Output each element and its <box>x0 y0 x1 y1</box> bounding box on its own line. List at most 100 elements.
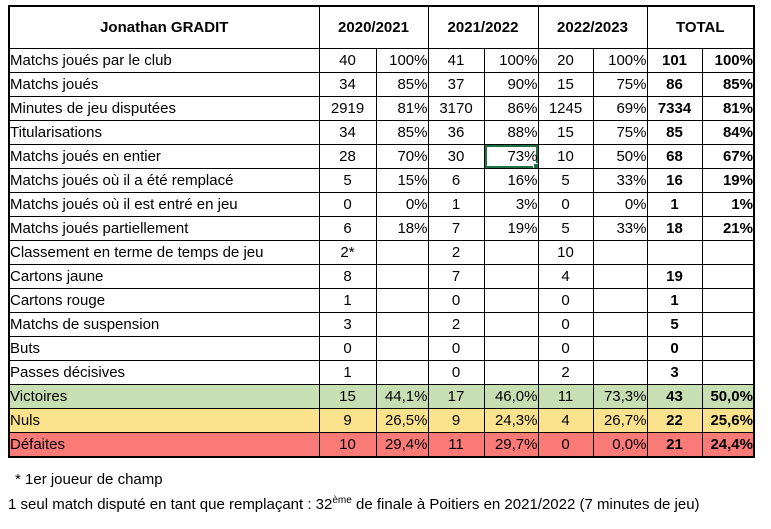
row-label[interactable]: Matchs joués par le club <box>8 48 320 73</box>
stat-cell[interactable]: 81% <box>375 96 429 121</box>
stat-cell[interactable]: 46,0% <box>483 384 539 409</box>
player-name-header[interactable]: Jonathan GRADIT <box>8 5 320 49</box>
total-header[interactable]: TOTAL <box>646 5 755 49</box>
row-label[interactable]: Titularisations <box>8 120 320 145</box>
stat-cell[interactable]: 88% <box>483 120 539 145</box>
stat-cell[interactable]: 19% <box>483 216 539 241</box>
stat-cell[interactable]: 0 <box>537 312 594 337</box>
stat-cell[interactable]: 5 <box>537 168 594 193</box>
row-label[interactable]: Matchs de suspension <box>8 312 320 337</box>
stat-cell[interactable]: 0 <box>427 288 485 313</box>
stat-cell[interactable]: 37 <box>427 72 485 97</box>
stat-cell[interactable]: 29,7% <box>483 432 539 458</box>
blacked-cell[interactable] <box>592 312 648 337</box>
stat-cell[interactable]: 33% <box>592 216 648 241</box>
row-label[interactable]: Nuls <box>8 408 320 433</box>
stat-cell[interactable]: 1245 <box>537 96 594 121</box>
blacked-cell[interactable] <box>646 240 703 265</box>
stat-cell[interactable]: 3% <box>483 192 539 217</box>
blacked-cell[interactable] <box>375 360 429 385</box>
blacked-cell[interactable] <box>483 360 539 385</box>
blacked-cell[interactable] <box>483 240 539 265</box>
season-header-2022-2023[interactable]: 2022/2023 <box>537 5 648 49</box>
stat-cell[interactable]: 1 <box>646 192 703 217</box>
blacked-cell[interactable] <box>375 288 429 313</box>
stat-cell[interactable]: 1% <box>701 192 755 217</box>
row-label[interactable]: Cartons rouge <box>8 288 320 313</box>
stat-cell[interactable]: 11 <box>537 384 594 409</box>
stat-cell[interactable]: 15 <box>537 120 594 145</box>
stat-cell[interactable]: 7334 <box>646 96 703 121</box>
stat-cell[interactable]: 34 <box>318 72 377 97</box>
stat-cell[interactable]: 41 <box>427 48 485 73</box>
stat-cell[interactable]: 2919 <box>318 96 377 121</box>
stat-cell[interactable]: 26,5% <box>375 408 429 433</box>
stat-cell[interactable]: 40 <box>318 48 377 73</box>
row-label[interactable]: Matchs joués en entier <box>8 144 320 169</box>
stat-cell[interactable]: 84% <box>701 120 755 145</box>
stat-cell[interactable]: 4 <box>537 408 594 433</box>
stat-cell[interactable]: 43 <box>646 384 703 409</box>
blacked-cell[interactable] <box>483 336 539 361</box>
stat-cell[interactable]: 22 <box>646 408 703 433</box>
stat-cell[interactable]: 85% <box>375 120 429 145</box>
blacked-cell[interactable] <box>592 240 648 265</box>
stat-cell[interactable]: 5 <box>318 168 377 193</box>
stat-cell[interactable]: 0,0% <box>592 432 648 458</box>
stat-cell[interactable]: 75% <box>592 72 648 97</box>
stat-cell[interactable]: 19 <box>646 264 703 289</box>
stat-cell[interactable]: 44,1% <box>375 384 429 409</box>
blacked-cell[interactable] <box>483 312 539 337</box>
stat-cell[interactable]: 19% <box>701 168 755 193</box>
stat-cell[interactable]: 1 <box>427 192 485 217</box>
stat-cell[interactable]: 7 <box>427 216 485 241</box>
stat-cell[interactable]: 50% <box>592 144 648 169</box>
stat-cell[interactable]: 9 <box>318 408 377 433</box>
stat-cell[interactable]: 7 <box>427 264 485 289</box>
stat-cell[interactable]: 30 <box>427 144 485 169</box>
stat-cell[interactable]: 0% <box>592 192 648 217</box>
stat-cell[interactable]: 16 <box>646 168 703 193</box>
stat-cell[interactable]: 1 <box>318 360 377 385</box>
blacked-cell[interactable] <box>483 264 539 289</box>
stat-cell[interactable]: 100% <box>592 48 648 73</box>
stat-cell[interactable]: 3170 <box>427 96 485 121</box>
stat-cell[interactable]: 85% <box>701 72 755 97</box>
stat-cell[interactable]: 6 <box>427 168 485 193</box>
blacked-cell[interactable] <box>592 288 648 313</box>
stat-cell[interactable]: 100% <box>701 48 755 73</box>
stat-cell[interactable]: 50,0% <box>701 384 755 409</box>
stat-cell[interactable]: 0% <box>375 192 429 217</box>
blacked-cell[interactable] <box>701 288 755 313</box>
stat-cell[interactable]: 85 <box>646 120 703 145</box>
stat-cell[interactable]: 100% <box>483 48 539 73</box>
stat-cell[interactable]: 100% <box>375 48 429 73</box>
stat-cell[interactable]: 34 <box>318 120 377 145</box>
row-label[interactable]: Passes décisives <box>8 360 320 385</box>
stat-cell[interactable]: 101 <box>646 48 703 73</box>
blacked-cell[interactable] <box>701 240 755 265</box>
stat-cell[interactable]: 10 <box>318 432 377 458</box>
stat-cell[interactable]: 0 <box>646 336 703 361</box>
stat-cell[interactable]: 1 <box>646 288 703 313</box>
stat-cell[interactable]: 2 <box>427 312 485 337</box>
blacked-cell[interactable] <box>483 288 539 313</box>
row-label[interactable]: Matchs joués partiellement <box>8 216 320 241</box>
stat-cell[interactable]: 67% <box>701 144 755 169</box>
blacked-cell[interactable] <box>701 312 755 337</box>
stat-cell[interactable]: 86 <box>646 72 703 97</box>
stat-cell[interactable]: 28 <box>318 144 377 169</box>
stat-cell[interactable]: 0 <box>537 432 594 458</box>
stat-cell[interactable]: 2 <box>427 240 485 265</box>
stat-cell[interactable]: 24,3% <box>483 408 539 433</box>
blacked-cell[interactable] <box>592 336 648 361</box>
row-label[interactable]: Cartons jaune <box>8 264 320 289</box>
stat-cell[interactable]: 2* <box>318 240 377 265</box>
row-label[interactable]: Classement en terme de temps de jeu <box>8 240 320 265</box>
stat-cell[interactable]: 68 <box>646 144 703 169</box>
stat-cell[interactable]: 10 <box>537 240 594 265</box>
season-header-2020-2021[interactable]: 2020/2021 <box>318 5 429 49</box>
stat-cell[interactable]: 0 <box>537 336 594 361</box>
stat-cell[interactable]: 11 <box>427 432 485 458</box>
row-label[interactable]: Buts <box>8 336 320 361</box>
